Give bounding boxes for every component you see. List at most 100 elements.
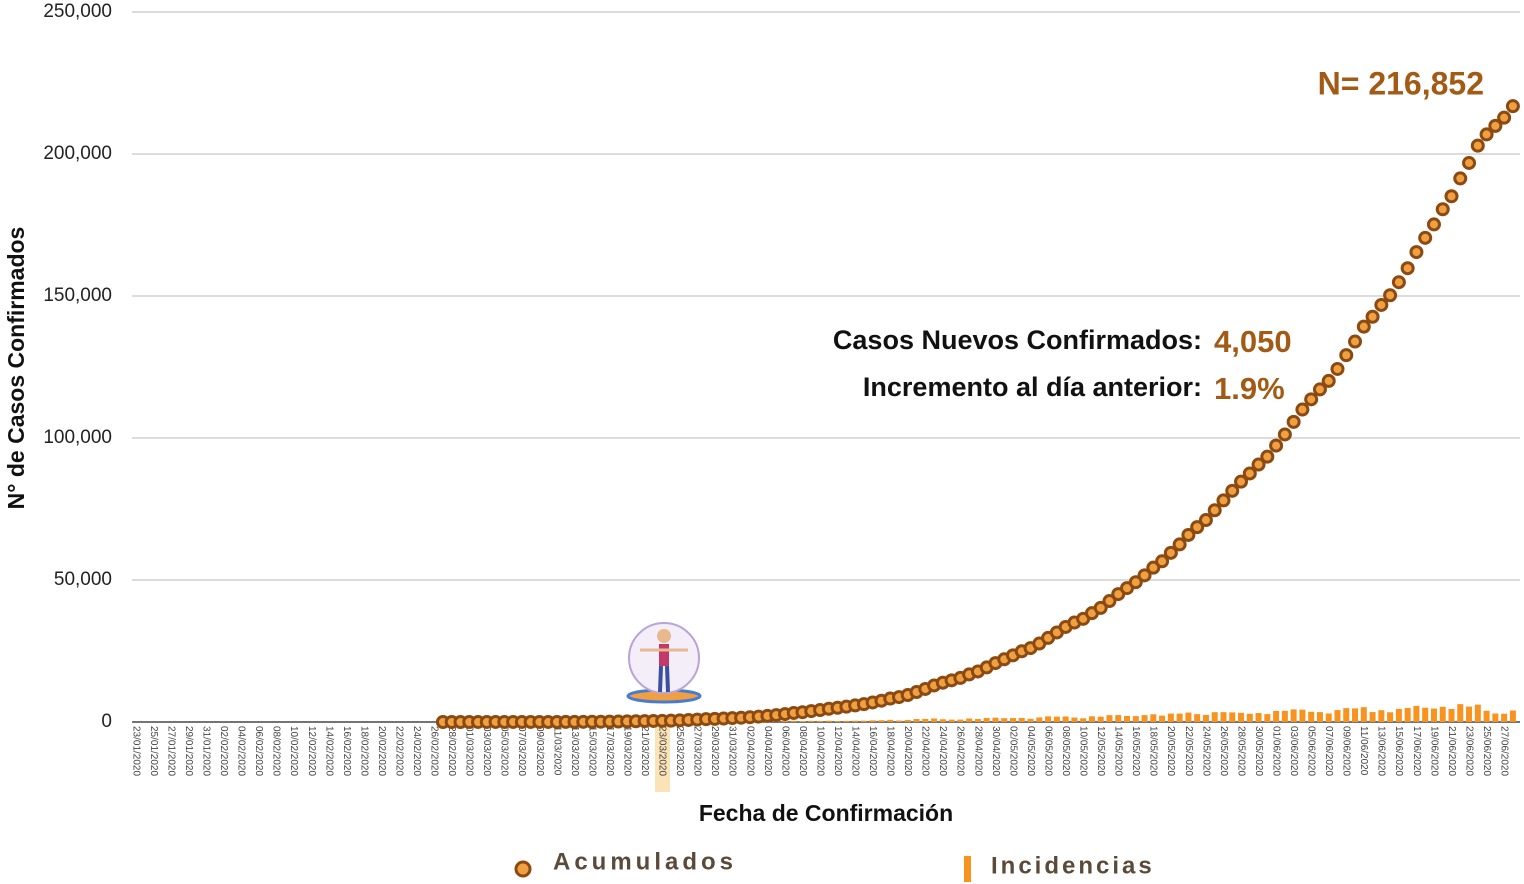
bar (1141, 715, 1148, 722)
bar (1492, 713, 1499, 722)
point (1418, 230, 1433, 245)
point (1426, 217, 1441, 232)
bar (1430, 708, 1437, 722)
x-tick-label: 28/05/2020 (1235, 726, 1246, 776)
bar (1395, 708, 1402, 722)
y-tick-label: 100,000 (43, 427, 112, 448)
bar (1316, 712, 1323, 722)
point (1365, 309, 1380, 324)
point (1242, 466, 1257, 481)
x-tick-label: 21/03/2020 (639, 726, 650, 776)
x-tick-label: 23/03/2020 (657, 726, 668, 776)
x-tick-label: 23/06/2020 (1463, 726, 1474, 776)
point (1207, 503, 1222, 518)
point (1505, 99, 1520, 114)
x-tick-label: 31/03/2020 (727, 726, 738, 776)
x-tick-label: 16/04/2020 (867, 726, 878, 776)
point (1181, 527, 1196, 542)
bar (869, 720, 876, 722)
bar (1281, 710, 1288, 722)
bar (1413, 705, 1420, 722)
point (1251, 457, 1266, 472)
bar (1457, 704, 1464, 722)
legend-marker (964, 856, 971, 882)
bar (1273, 710, 1280, 722)
bar (1211, 712, 1218, 722)
x-tick-label: 02/04/2020 (744, 726, 755, 776)
bar (1159, 715, 1166, 722)
point (1435, 202, 1450, 217)
point (1409, 245, 1424, 260)
x-tick-label: 15/06/2020 (1393, 726, 1404, 776)
bar (1088, 716, 1095, 722)
x-tick-label: 03/06/2020 (1288, 726, 1299, 776)
x-tick-label: 04/05/2020 (1025, 726, 1036, 776)
bar (1185, 712, 1192, 722)
bar (931, 718, 938, 722)
bar (1124, 716, 1131, 722)
annotation-value: 1.9% (1214, 371, 1285, 406)
x-tick-label: 10/02/2020 (288, 726, 299, 776)
bar (1343, 708, 1350, 722)
bar (1001, 718, 1008, 722)
bar (1422, 707, 1429, 722)
bar (790, 720, 797, 722)
x-tick-label: 21/06/2020 (1446, 726, 1457, 776)
x-tick-label: 22/02/2020 (393, 726, 404, 776)
x-tick-label: 09/06/2020 (1341, 726, 1352, 776)
x-tick-label: 26/02/2020 (429, 726, 440, 776)
x-tick-label: 03/03/2020 (481, 726, 492, 776)
bar (1167, 713, 1174, 722)
x-tick-label: 08/05/2020 (1060, 726, 1071, 776)
bar (1439, 706, 1446, 722)
x-tick-label: 17/03/2020 (604, 726, 615, 776)
bar (957, 719, 964, 722)
bar (1466, 706, 1473, 722)
bar (1115, 715, 1122, 722)
point (1321, 373, 1336, 388)
x-tick-label: 14/04/2020 (849, 726, 860, 776)
x-tick-label: 18/02/2020 (358, 726, 369, 776)
bar (1010, 718, 1016, 722)
bar (1404, 707, 1411, 722)
x-tick-label: 14/02/2020 (323, 726, 334, 776)
point (1488, 118, 1503, 133)
x-tick-label: 06/05/2020 (1042, 726, 1053, 776)
bar (1360, 707, 1367, 722)
point (1093, 600, 1108, 615)
x-tick-label: 28/02/2020 (446, 726, 457, 776)
x-tick-label: 06/04/2020 (779, 726, 790, 776)
bar (808, 720, 815, 722)
bar (852, 720, 859, 722)
bar (1229, 712, 1236, 722)
x-tick-label: 04/04/2020 (762, 726, 773, 776)
bar (1150, 714, 1157, 722)
x-tick-label: 19/06/2020 (1428, 726, 1439, 776)
x-tick-label: 07/06/2020 (1323, 726, 1334, 776)
x-tick-label: 18/04/2020 (885, 726, 896, 776)
bar (913, 719, 920, 722)
x-tick-label: 06/02/2020 (253, 726, 264, 776)
bar (1062, 716, 1069, 722)
point (1312, 382, 1327, 397)
bar (1053, 716, 1060, 722)
y-tick-label: 150,000 (43, 285, 112, 306)
point (1163, 545, 1178, 560)
x-tick-label: 19/03/2020 (621, 726, 632, 776)
x-tick-label: 18/05/2020 (1148, 726, 1159, 776)
icon (626, 622, 702, 704)
x-tick-label: 12/05/2020 (1095, 726, 1106, 776)
x-tick-label: 30/04/2020 (990, 726, 1001, 776)
x-tick-label: 31/01/2020 (201, 726, 212, 776)
bar (1106, 715, 1113, 722)
bar (1027, 718, 1034, 722)
bar (1299, 709, 1306, 722)
bar (1036, 717, 1043, 722)
point (1356, 319, 1371, 334)
bar (1255, 713, 1262, 722)
point (1497, 110, 1512, 125)
annotation-value: 4,050 (1214, 324, 1292, 359)
bar (1509, 710, 1516, 722)
point (1128, 575, 1143, 590)
